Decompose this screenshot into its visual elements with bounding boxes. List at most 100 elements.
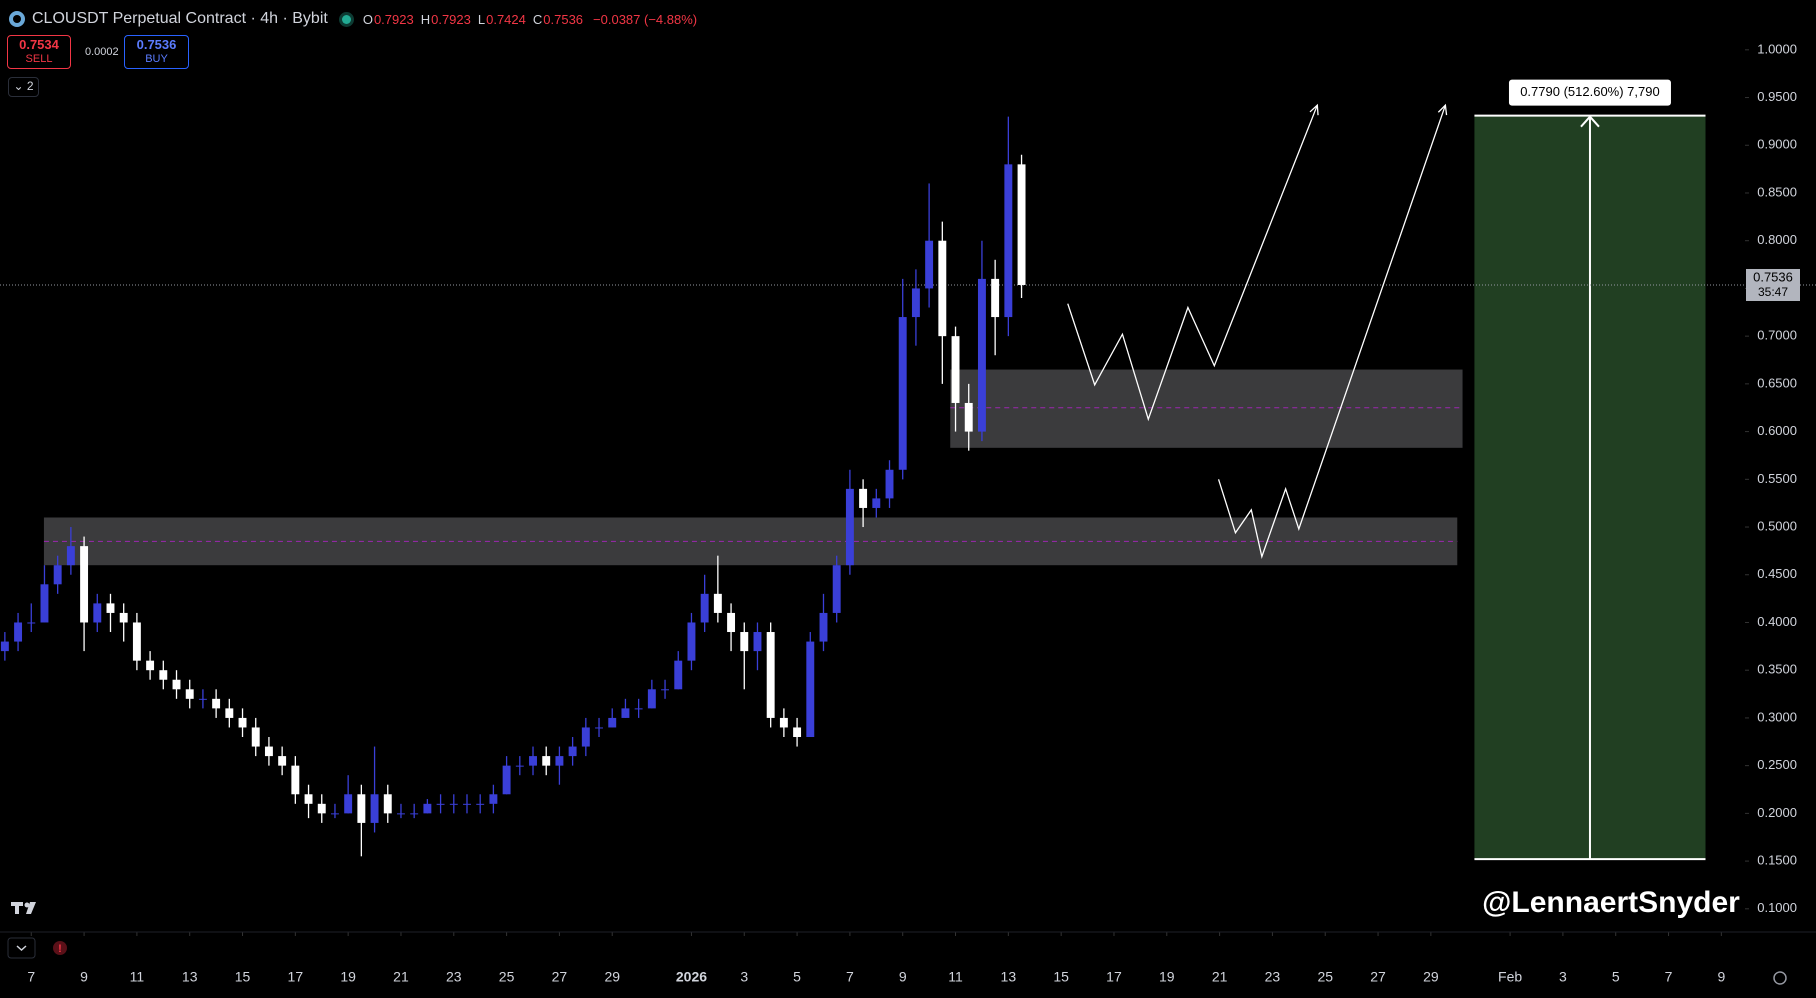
ohlc: O 0.7923 H 0.7923 L 0.7424 C 0.7536: [357, 12, 583, 27]
y-tick-label: 1.0000: [1757, 41, 1797, 56]
y-tick-label: 0.8000: [1757, 232, 1797, 247]
candle-body: [264, 746, 273, 757]
sell-label: SELL: [25, 53, 53, 65]
candle-body: [621, 708, 630, 718]
indicators-count: 2: [26, 79, 34, 93]
tv-logo: [11, 902, 36, 914]
x-tick-label: 21: [1212, 969, 1228, 985]
x-tick-label: 19: [340, 969, 356, 985]
projection-path: [1067, 104, 1318, 422]
candle-body: [713, 593, 722, 613]
ohlc-key: C: [532, 11, 543, 27]
ohlc-key: H: [420, 11, 431, 27]
alert-icon[interactable]: [53, 941, 67, 955]
candle-body: [449, 803, 458, 805]
alert-icon-mark: !: [58, 943, 62, 955]
x-tick-label: 13: [1001, 969, 1017, 985]
candle-body: [436, 803, 445, 805]
candle-body: [1017, 164, 1026, 285]
x-tick-label: 19: [1159, 969, 1175, 985]
projection-path: [1217, 104, 1447, 559]
y-tick-label: 0.5000: [1757, 518, 1797, 533]
ohlc-key: O: [362, 11, 373, 27]
candle-body: [159, 670, 168, 680]
x-tick-label: 29: [604, 969, 620, 985]
y-tick-label: 0.1000: [1757, 900, 1797, 915]
y-tick-label: 0.6500: [1757, 375, 1797, 390]
status-dot: [341, 14, 351, 24]
y-tick-label: 0.3000: [1757, 709, 1797, 724]
settings-icon[interactable]: [1773, 971, 1787, 985]
candle-body: [463, 803, 471, 805]
candle-body: [595, 727, 603, 729]
candle-body: [779, 717, 788, 728]
candle-body: [225, 708, 234, 718]
x-tick-label: 2026: [676, 969, 707, 985]
candle-body: [40, 584, 49, 623]
candle-body: [0, 641, 9, 652]
candle-body: [661, 689, 670, 691]
last-price-box: [1746, 268, 1800, 301]
candle-body: [806, 641, 815, 738]
candle-body: [80, 546, 89, 623]
candle-body: [146, 660, 155, 671]
candle-body: [977, 278, 986, 432]
candle-body: [845, 488, 854, 566]
y-tick-label: 0.2000: [1757, 805, 1797, 820]
candle-body: [608, 717, 617, 728]
x-tick-label: 11: [130, 969, 145, 985]
buy-price: 0.7536: [136, 37, 177, 52]
candle-body: [793, 727, 802, 738]
x-tick-label: 23: [446, 969, 462, 985]
sell-price: 0.7534: [19, 37, 59, 52]
x-tick-label: Feb: [1498, 969, 1522, 985]
x-tick-label: 17: [288, 969, 304, 985]
candle-body: [344, 794, 353, 814]
y-tick-label: 0.4500: [1757, 566, 1797, 581]
indicators-toggle[interactable]: ⌄ 2: [8, 77, 39, 97]
candle-body: [66, 546, 75, 566]
candle-body: [647, 689, 656, 709]
x-tick-label: 21: [393, 969, 409, 985]
candle-body: [251, 727, 260, 747]
candle-body: [885, 469, 894, 499]
candle-body: [357, 794, 366, 823]
x-tick-label: 23: [1265, 969, 1281, 985]
y-tick-label: 0.5500: [1757, 471, 1797, 486]
collapse-button[interactable]: [7, 937, 36, 959]
projection-arrowhead: [1437, 103, 1448, 116]
target-label: 0.7790 (512.60%) 7,790: [1520, 84, 1660, 99]
y-tick-label: 0.2500: [1757, 757, 1797, 772]
candle-body: [925, 240, 934, 289]
candle-body: [674, 660, 683, 690]
zone: [950, 369, 1463, 448]
candle-body: [212, 698, 221, 709]
candle-body: [555, 756, 564, 766]
candle-body: [568, 746, 577, 757]
candle-body: [397, 813, 405, 815]
sell-button[interactable]: 0.7534 SELL: [7, 35, 71, 69]
candle-body: [291, 765, 300, 795]
buy-label: BUY: [145, 53, 168, 65]
candle-body: [581, 727, 590, 747]
buy-button[interactable]: 0.7536 BUY: [124, 35, 189, 69]
symbol-title: CLOUSDT Perpetual Contract · 4h · Bybit: [32, 10, 328, 27]
ohlc-value: 0.7424: [486, 11, 526, 27]
x-tick-label: 3: [1559, 969, 1567, 985]
y-tick-label: 0.1500: [1757, 853, 1797, 868]
candle-body: [489, 794, 498, 804]
candle-body: [27, 622, 36, 624]
x-tick-label: 11: [948, 969, 963, 985]
x-tick-label: 5: [793, 969, 801, 985]
countdown-label: 35:47: [1758, 285, 1788, 299]
candle-body: [476, 803, 485, 805]
candle-body: [515, 765, 524, 767]
candle-body: [634, 708, 643, 710]
x-tick-label: 17: [1106, 969, 1122, 985]
candle-body: [872, 498, 881, 508]
candle-body: [832, 565, 841, 613]
chevron-icon: [16, 945, 27, 952]
candle-body: [700, 593, 709, 623]
x-tick-label: 7: [1665, 969, 1673, 985]
